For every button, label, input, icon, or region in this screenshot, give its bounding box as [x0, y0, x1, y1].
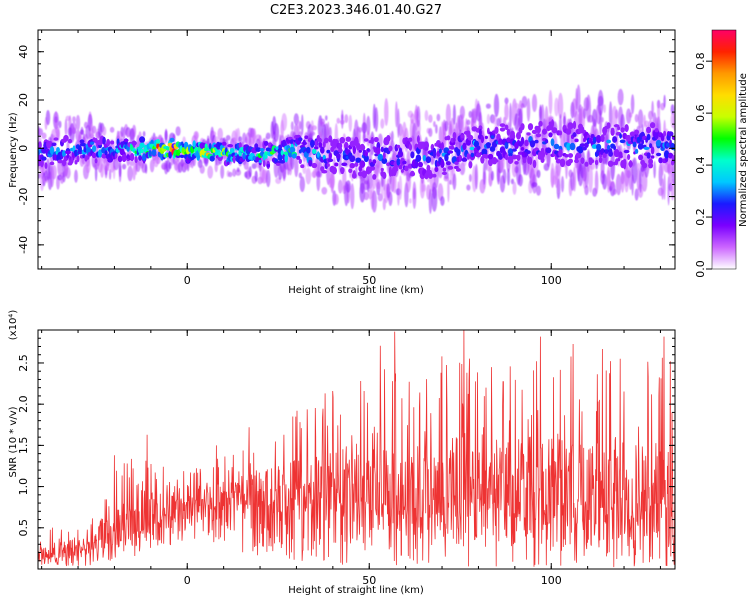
- snr-x-label: Height of straight line (km): [288, 585, 424, 596]
- x-tick-label: 0: [184, 574, 191, 587]
- colorbar-gradient: [711, 29, 737, 270]
- colorbar-tick-label: 0.0: [694, 260, 707, 278]
- colorbar-label: Normalized spectral amplitude: [738, 73, 749, 227]
- snr-frame: [37, 329, 676, 570]
- spectrogram-y-label: Frequency (Hz): [8, 112, 19, 188]
- x-tick-label: 100: [541, 274, 562, 287]
- spectrogram-frame: [37, 29, 676, 270]
- y-tick-label: 1.5: [17, 437, 30, 455]
- y-tick-label: 0.5: [17, 519, 30, 537]
- x-tick-label: 50: [362, 274, 376, 287]
- colorbar-tick-label: 0.6: [694, 104, 707, 122]
- y-tick-label: 2.0: [17, 395, 30, 413]
- colorbar-tick-label: 0.8: [694, 52, 707, 70]
- spectrogram-x-label: Height of straight line (km): [288, 285, 424, 296]
- spectrogram-heatmap: [38, 84, 675, 214]
- colorbar: 0.0 0.2 0.4 0.6 0.8 Normalized spectral ampl…: [694, 29, 749, 278]
- spectrogram-ticks: 0 50 100 -40 -20 0 20 40: [17, 30, 675, 287]
- colorbar-tick-label: 0.4: [694, 156, 707, 174]
- spectrogram-band-layer: [38, 119, 675, 180]
- snr-panel: 0 50 100 0.5 1.0 1.5 2.0 2.5 Height of straight…: [8, 310, 676, 596]
- y-tick-label: -20: [17, 188, 30, 206]
- snr-y-multiplier: (x10⁴): [8, 310, 19, 341]
- y-tick-label: 40: [17, 45, 30, 59]
- colorbar-ticks: 0.0 0.2 0.4 0.6 0.8: [694, 52, 712, 278]
- snr-y-label: SNR (10 * v/v): [8, 406, 19, 477]
- figure-title: C2E3.2023.346.01.40.G27: [270, 3, 442, 18]
- y-tick-label: 2.5: [17, 354, 30, 372]
- snr-series-line: [38, 330, 675, 568]
- colorbar-tick-label: 0.2: [694, 208, 707, 226]
- x-tick-label: 50: [362, 574, 376, 587]
- y-tick-label: 0: [17, 145, 30, 152]
- x-tick-label: 100: [541, 574, 562, 587]
- snr-ticks: 0 50 100 0.5 1.0 1.5 2.0 2.5: [17, 330, 675, 587]
- y-tick-label: -40: [17, 236, 30, 254]
- y-tick-label: 1.0: [17, 478, 30, 496]
- spectrogram-panel: 0 50 100 -40 -20 0 20 40 Height of straight lin…: [8, 29, 676, 296]
- x-tick-label: 0: [184, 274, 191, 287]
- y-tick-label: 20: [17, 93, 30, 107]
